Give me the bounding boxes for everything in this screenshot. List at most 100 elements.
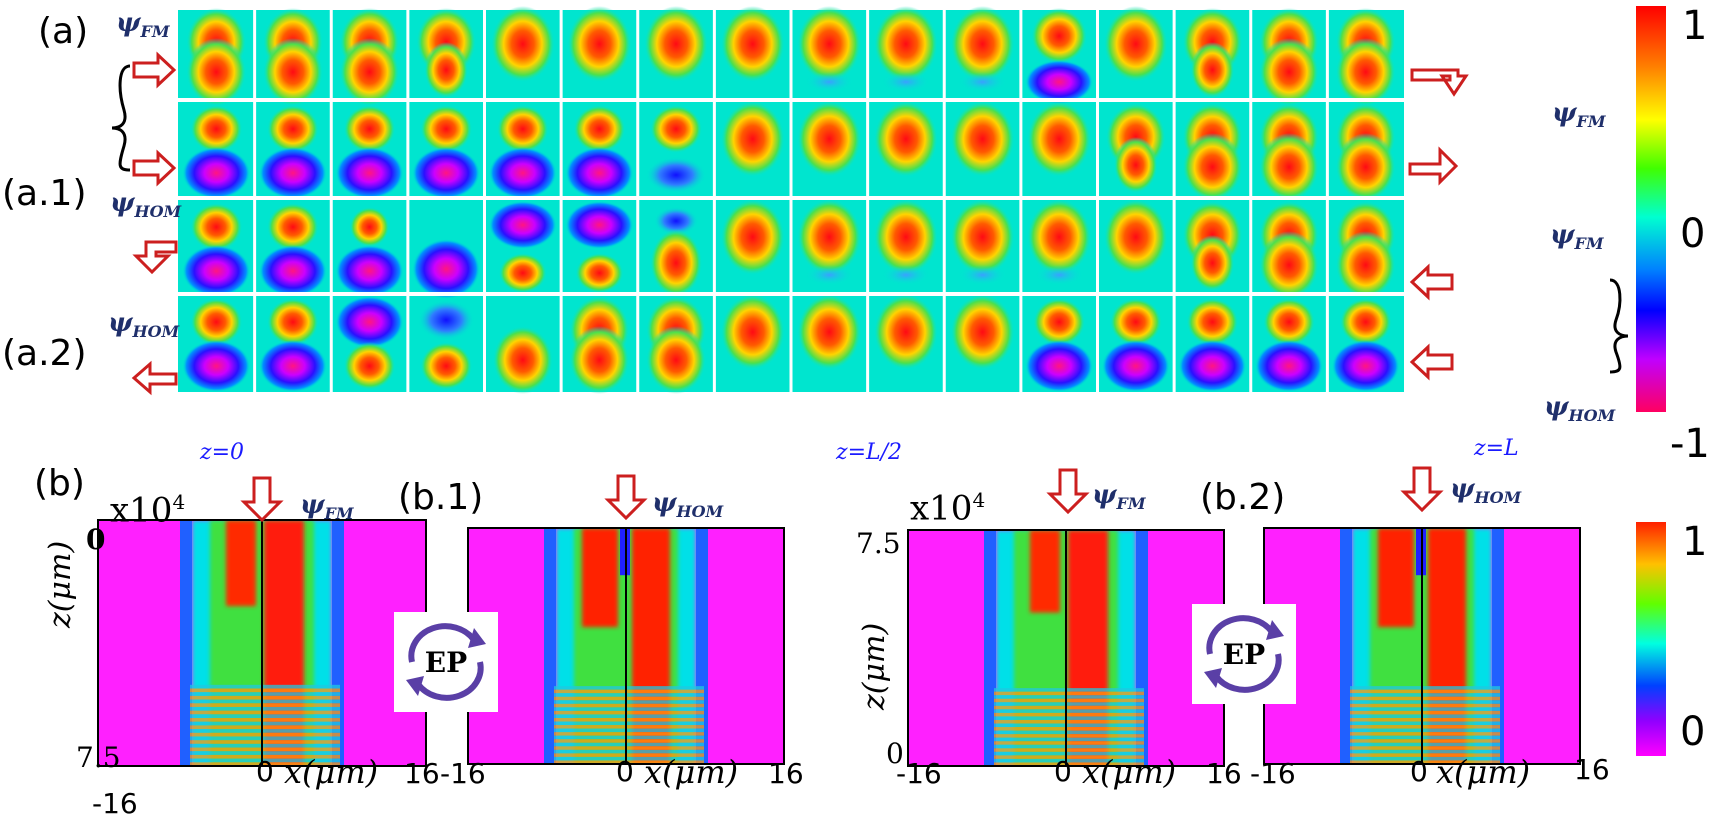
mode-cell-r0-c9 [873,6,938,82]
field-lobe [1255,340,1324,392]
heatmap-b [97,519,427,767]
field-lobe [1335,38,1396,106]
field-lobe [1335,231,1396,299]
mode-cell-r3-c5 [569,296,630,394]
x-tick-b1-max: 16 [768,757,804,790]
field-lobe [488,147,557,199]
colorbar-top-mid: 0 [1680,211,1706,257]
field-lobe [1190,235,1235,291]
z-end-label: z=L [1474,436,1519,461]
faint-lobe [881,72,930,92]
field-lobe [654,207,699,235]
y-tick-b-bottom: 7.5 [76,741,121,774]
x-axis-label-b2: x(μm) [1082,753,1177,791]
mode-cell-r0-c8 [797,6,862,82]
field-lobe [646,157,707,193]
field-lobe [1109,298,1162,346]
psi-fm-label-right-a1: ψFM [1550,220,1604,253]
mode-cell-r2-c14 [1259,201,1320,299]
mode-cell-r1-c11 [1027,101,1092,177]
interference-stripes [190,684,340,766]
field-lobe [1182,133,1243,201]
panel-label-b: (b) [34,463,85,504]
field-lobe [1259,133,1320,201]
field-lobe [950,294,1015,370]
mode-cell-r1-c8 [797,101,862,177]
x-tick-b1-zero: 0 [616,755,634,788]
stripe [994,762,1144,766]
stripe [190,721,340,726]
stripe [554,749,704,754]
mode-cell-r2-c7 [720,199,785,275]
field-lobe [950,6,1015,82]
stripe [994,755,1144,759]
faint-lobe [1035,265,1084,285]
x-axis-label-b2b: x(μm) [1436,753,1531,791]
stripe [1350,710,1500,715]
stripe [190,729,340,733]
stripe [190,736,340,741]
faint-lobe [805,265,854,285]
stripe [1350,739,1500,743]
field-lobe [1178,340,1247,392]
stripe [994,712,1144,717]
brace-right [1609,278,1629,374]
mode-cell-r0-c1 [262,8,323,106]
field-lobe [420,105,473,153]
field-lobe [258,245,327,297]
y-axis-label-b: z(μm) [43,540,78,628]
mode-cell-r3-c12 [1101,298,1170,392]
field-lobe [720,101,785,177]
mode-cell-r2-c3 [412,239,481,299]
field-lobe [873,199,938,275]
input-arrow-b1 [604,474,648,521]
interference-stripes [554,686,704,764]
field-lobe [412,239,481,299]
field-lobe [335,245,404,297]
mode-cell-r3-c6 [646,296,707,394]
x-tick-b2-max: 16 [1206,757,1242,790]
mode-cell-r3-c1 [258,298,327,392]
stripe [1350,749,1500,754]
stripe [554,725,704,729]
stripe [190,725,340,730]
field-lobe [873,101,938,177]
stripe [554,693,704,697]
colorbar-top-min: -1 [1670,421,1710,467]
stripe [190,703,340,707]
stripe [554,728,704,733]
stripe [994,723,1144,728]
mode-cell-r0-c7 [720,6,785,82]
stripe [190,718,340,722]
field-lobe [339,38,400,106]
field-lobe [1186,298,1239,346]
stripe [1350,725,1500,729]
stripe [554,700,704,704]
mode-cell-r1-c3 [412,105,481,199]
mode-cell-r1-c4 [488,105,557,199]
ep-symbol-right: EP [1192,604,1296,704]
mode-cell-r2-c4 [488,201,557,293]
x-tick-b2b-max: 16 [1574,753,1610,786]
heatmap-b1 [467,527,785,765]
mode-cell-r0-c10 [950,6,1015,82]
field-lobe [720,6,785,82]
mode-cell-r0-c15 [1335,8,1396,106]
colorbar-top-max: 1 [1682,3,1708,49]
mode-cell-r1-c7 [720,101,785,177]
psi-hom-label-a1: ψHOM [110,188,182,221]
mode-cell-r3-c0 [182,298,251,392]
panel-label-a2: (a.2) [2,333,87,374]
field-lobe [492,326,553,394]
x-axis-label-b1: x(μm) [644,753,739,791]
stripe [190,706,340,711]
heatmap-b2b [1263,527,1581,765]
field-lobe [498,253,547,293]
y-tick-b-top: 0 [86,523,106,556]
faint-lobe [881,265,930,285]
stripe [554,756,704,761]
red-lobe-left [1378,528,1414,628]
field-lobe [190,203,243,251]
field-lobe [1103,199,1168,275]
